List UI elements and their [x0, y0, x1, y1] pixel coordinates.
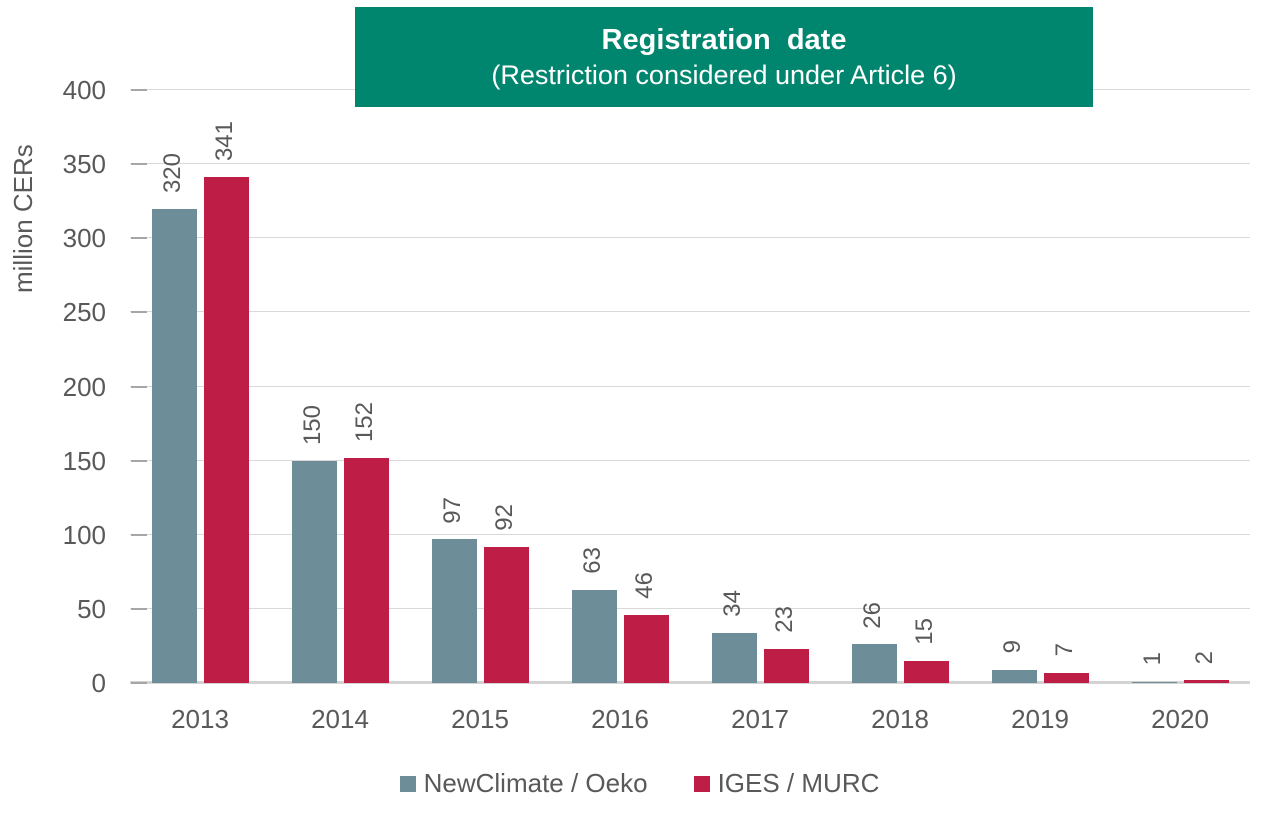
y-axis-tick-label: 150: [62, 445, 106, 476]
bar-2019-newclimate-oeko: [991, 669, 1037, 683]
gridline: [130, 459, 1250, 461]
y-axis-tick: [131, 237, 147, 240]
y-axis-tick: [131, 607, 147, 610]
bar-value-label: 152: [351, 401, 378, 442]
y-axis-tick-label: 300: [62, 223, 106, 254]
x-axis-label-2016: 2016: [591, 704, 649, 734]
y-axis-tick: [131, 459, 147, 462]
y-axis-tick: [131, 163, 147, 166]
y-axis-tick-label: 0: [91, 668, 106, 698]
bar-2019-iges-murc: [1043, 672, 1089, 683]
legend-marker-square-icon: [399, 775, 416, 792]
legend-marker-square-icon: [693, 775, 710, 792]
bar-2020-iges-murc: [1183, 680, 1229, 683]
bar-2014-iges-murc: [343, 457, 389, 683]
bar-value-label: 1: [1139, 652, 1166, 666]
y-axis-tick: [131, 533, 147, 536]
bar-2017-iges-murc: [763, 648, 809, 683]
y-axis-tick: [131, 682, 147, 684]
bar-2016-newclimate-oeko: [571, 589, 617, 683]
x-axis-line: [130, 681, 1250, 684]
bar-value-label: 9: [999, 640, 1026, 654]
gridline: [130, 385, 1250, 387]
x-axis-label-2019: 2019: [1011, 704, 1069, 734]
bar-2018-newclimate-oeko: [851, 644, 897, 683]
bar-value-label: 2: [1191, 650, 1218, 665]
bar-2020-newclimate-oeko: [1131, 681, 1177, 683]
plot-area: 320 341 150 152 97 92 63 46 34 23 26 15 9 7 1 2: [130, 89, 1250, 684]
gridline: [130, 311, 1250, 313]
y-axis-tick-label: 250: [62, 297, 106, 328]
bar-value-label: 320: [159, 152, 186, 193]
chart-title-box: Registration date (Restriction considere…: [355, 7, 1093, 107]
y-axis-tick: [131, 311, 147, 314]
y-axis-tick-label: 50: [77, 593, 106, 624]
bar-2017-newclimate-oeko: [711, 632, 757, 683]
y-axis-tick-label: 100: [62, 519, 106, 550]
x-axis-label-2017: 2017: [731, 704, 789, 734]
bar-2015-newclimate-oeko: [431, 539, 477, 683]
x-axis-label-2018: 2018: [871, 704, 929, 734]
bar-value-label: 97: [439, 496, 466, 524]
bar-2016-iges-murc: [623, 614, 669, 683]
bar-value-label: 15: [911, 618, 938, 645]
bar-value-label: 92: [491, 503, 518, 531]
y-axis-tick-label: 200: [62, 371, 106, 402]
y-axis-tick: [131, 385, 147, 388]
bar-2015-iges-murc: [483, 546, 529, 683]
chart-subtitle: (Restriction considered under Article 6): [491, 60, 957, 90]
legend-label: NewClimate / Oeko: [423, 768, 648, 798]
bar-value-label: 23: [771, 606, 798, 633]
y-axis-tick-label: 400: [62, 75, 106, 105]
bar-2014-newclimate-oeko: [291, 460, 337, 683]
bar-2018-iges-murc: [903, 660, 949, 683]
legend-item-newclimate-oeko: NewClimate / Oeko: [399, 768, 648, 799]
gridline: [130, 533, 1250, 535]
gridline: [130, 163, 1250, 165]
x-axis-label-2013: 2013: [171, 704, 229, 734]
bar-2013-newclimate-oeko: [151, 208, 197, 683]
chart-title: Registration date: [601, 24, 847, 56]
legend-item-iges-murc: IGES / MURC: [693, 768, 880, 799]
x-axis-label-2020: 2020: [1151, 704, 1209, 734]
bar-value-label: 34: [719, 589, 746, 617]
bar-2013-iges-murc: [203, 177, 249, 683]
y-axis-tick: [131, 89, 147, 91]
bar-value-label: 341: [211, 121, 238, 162]
y-axis-tick-label: 350: [62, 149, 106, 180]
bar-value-label: 7: [1051, 643, 1078, 657]
x-axis-label-2015: 2015: [451, 704, 509, 734]
legend: NewClimate / Oeko IGES / MURC: [0, 768, 1279, 799]
gridline: [130, 237, 1250, 239]
bar-value-label: 63: [579, 546, 606, 574]
bar-value-label: 150: [299, 404, 326, 445]
bar-value-label: 26: [859, 601, 886, 629]
gridline: [130, 607, 1250, 609]
bar-value-label: 46: [631, 572, 658, 599]
legend-label: IGES / MURC: [717, 768, 880, 798]
x-axis-label-2014: 2014: [311, 704, 369, 734]
